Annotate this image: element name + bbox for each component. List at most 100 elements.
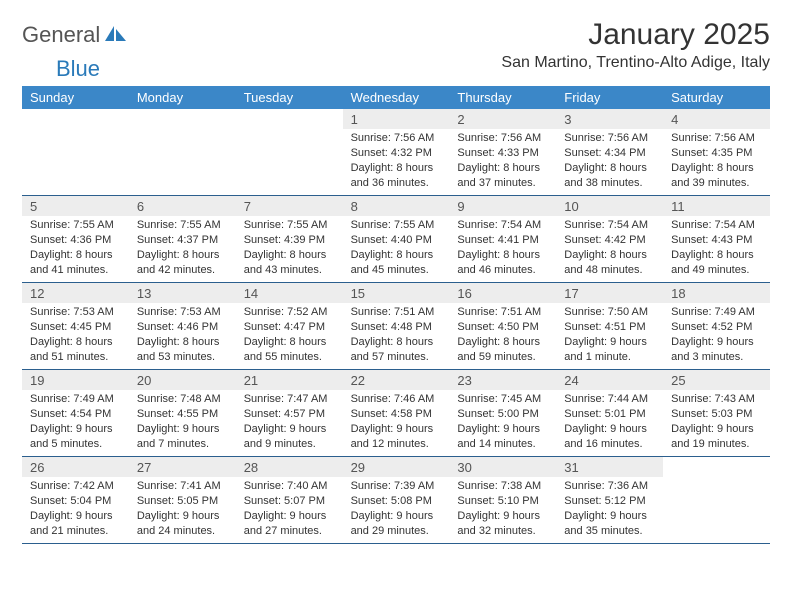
day-details: Sunrise: 7:53 AMSunset: 4:45 PMDaylight:… — [22, 303, 129, 368]
day-number: 25 — [663, 370, 770, 390]
day-number: 8 — [343, 196, 450, 216]
day-details: Sunrise: 7:54 AMSunset: 4:43 PMDaylight:… — [663, 216, 770, 281]
calendar-cell: 11Sunrise: 7:54 AMSunset: 4:43 PMDayligh… — [663, 196, 770, 282]
day-number: 11 — [663, 196, 770, 216]
day-number: 5 — [22, 196, 129, 216]
day-details: Sunrise: 7:46 AMSunset: 4:58 PMDaylight:… — [343, 390, 450, 455]
calendar-cell — [129, 109, 236, 195]
day-details: Sunrise: 7:55 AMSunset: 4:39 PMDaylight:… — [236, 216, 343, 281]
calendar-cell: 5Sunrise: 7:55 AMSunset: 4:36 PMDaylight… — [22, 196, 129, 282]
calendar-cell: 8Sunrise: 7:55 AMSunset: 4:40 PMDaylight… — [343, 196, 450, 282]
weekday-label: Saturday — [663, 86, 770, 109]
day-details: Sunrise: 7:53 AMSunset: 4:46 PMDaylight:… — [129, 303, 236, 368]
calendar-cell: 28Sunrise: 7:40 AMSunset: 5:07 PMDayligh… — [236, 457, 343, 543]
day-number: 16 — [449, 283, 556, 303]
calendar-cell: 30Sunrise: 7:38 AMSunset: 5:10 PMDayligh… — [449, 457, 556, 543]
calendar-week: 26Sunrise: 7:42 AMSunset: 5:04 PMDayligh… — [22, 457, 770, 544]
calendar-cell: 6Sunrise: 7:55 AMSunset: 4:37 PMDaylight… — [129, 196, 236, 282]
weekday-label: Tuesday — [236, 86, 343, 109]
day-details: Sunrise: 7:39 AMSunset: 5:08 PMDaylight:… — [343, 477, 450, 542]
day-details — [22, 114, 129, 120]
calendar-week: 5Sunrise: 7:55 AMSunset: 4:36 PMDaylight… — [22, 196, 770, 283]
calendar-body: 1Sunrise: 7:56 AMSunset: 4:32 PMDaylight… — [22, 109, 770, 544]
day-number: 20 — [129, 370, 236, 390]
weekday-label: Monday — [129, 86, 236, 109]
day-details: Sunrise: 7:51 AMSunset: 4:50 PMDaylight:… — [449, 303, 556, 368]
day-number: 18 — [663, 283, 770, 303]
day-number: 29 — [343, 457, 450, 477]
day-details: Sunrise: 7:38 AMSunset: 5:10 PMDaylight:… — [449, 477, 556, 542]
calendar-cell: 27Sunrise: 7:41 AMSunset: 5:05 PMDayligh… — [129, 457, 236, 543]
calendar-cell: 7Sunrise: 7:55 AMSunset: 4:39 PMDaylight… — [236, 196, 343, 282]
sails-icon — [105, 24, 127, 47]
day-number: 1 — [343, 109, 450, 129]
day-number: 26 — [22, 457, 129, 477]
weekday-label: Wednesday — [343, 86, 450, 109]
day-details: Sunrise: 7:51 AMSunset: 4:48 PMDaylight:… — [343, 303, 450, 368]
calendar-cell: 9Sunrise: 7:54 AMSunset: 4:41 PMDaylight… — [449, 196, 556, 282]
calendar-cell: 13Sunrise: 7:53 AMSunset: 4:46 PMDayligh… — [129, 283, 236, 369]
day-number: 14 — [236, 283, 343, 303]
calendar-week: 19Sunrise: 7:49 AMSunset: 4:54 PMDayligh… — [22, 370, 770, 457]
calendar-cell: 2Sunrise: 7:56 AMSunset: 4:33 PMDaylight… — [449, 109, 556, 195]
calendar-week: 12Sunrise: 7:53 AMSunset: 4:45 PMDayligh… — [22, 283, 770, 370]
day-number: 9 — [449, 196, 556, 216]
brand-logo: General — [22, 22, 129, 48]
day-details: Sunrise: 7:50 AMSunset: 4:51 PMDaylight:… — [556, 303, 663, 368]
day-number: 2 — [449, 109, 556, 129]
weekday-header: Sunday Monday Tuesday Wednesday Thursday… — [22, 86, 770, 109]
calendar-cell: 3Sunrise: 7:56 AMSunset: 4:34 PMDaylight… — [556, 109, 663, 195]
day-number: 4 — [663, 109, 770, 129]
day-number: 13 — [129, 283, 236, 303]
calendar-cell: 25Sunrise: 7:43 AMSunset: 5:03 PMDayligh… — [663, 370, 770, 456]
calendar-cell: 16Sunrise: 7:51 AMSunset: 4:50 PMDayligh… — [449, 283, 556, 369]
calendar-cell — [663, 457, 770, 543]
day-details: Sunrise: 7:54 AMSunset: 4:41 PMDaylight:… — [449, 216, 556, 281]
day-details: Sunrise: 7:45 AMSunset: 5:00 PMDaylight:… — [449, 390, 556, 455]
calendar-cell: 4Sunrise: 7:56 AMSunset: 4:35 PMDaylight… — [663, 109, 770, 195]
brand-text-2: Blue — [56, 56, 792, 82]
day-number: 12 — [22, 283, 129, 303]
calendar-cell: 21Sunrise: 7:47 AMSunset: 4:57 PMDayligh… — [236, 370, 343, 456]
calendar-cell — [22, 109, 129, 195]
weekday-label: Sunday — [22, 86, 129, 109]
calendar-cell: 31Sunrise: 7:36 AMSunset: 5:12 PMDayligh… — [556, 457, 663, 543]
weekday-label: Friday — [556, 86, 663, 109]
calendar-cell: 17Sunrise: 7:50 AMSunset: 4:51 PMDayligh… — [556, 283, 663, 369]
month-title: January 2025 — [501, 18, 770, 52]
calendar-cell: 19Sunrise: 7:49 AMSunset: 4:54 PMDayligh… — [22, 370, 129, 456]
calendar-cell: 10Sunrise: 7:54 AMSunset: 4:42 PMDayligh… — [556, 196, 663, 282]
day-details: Sunrise: 7:56 AMSunset: 4:32 PMDaylight:… — [343, 129, 450, 194]
day-number: 23 — [449, 370, 556, 390]
calendar-week: 1Sunrise: 7:56 AMSunset: 4:32 PMDaylight… — [22, 109, 770, 196]
calendar-cell: 26Sunrise: 7:42 AMSunset: 5:04 PMDayligh… — [22, 457, 129, 543]
calendar: Sunday Monday Tuesday Wednesday Thursday… — [22, 86, 770, 544]
calendar-cell: 24Sunrise: 7:44 AMSunset: 5:01 PMDayligh… — [556, 370, 663, 456]
calendar-cell: 20Sunrise: 7:48 AMSunset: 4:55 PMDayligh… — [129, 370, 236, 456]
day-number: 27 — [129, 457, 236, 477]
day-number: 7 — [236, 196, 343, 216]
calendar-cell: 1Sunrise: 7:56 AMSunset: 4:32 PMDaylight… — [343, 109, 450, 195]
calendar-cell: 18Sunrise: 7:49 AMSunset: 4:52 PMDayligh… — [663, 283, 770, 369]
day-number: 10 — [556, 196, 663, 216]
calendar-cell: 14Sunrise: 7:52 AMSunset: 4:47 PMDayligh… — [236, 283, 343, 369]
day-details: Sunrise: 7:44 AMSunset: 5:01 PMDaylight:… — [556, 390, 663, 455]
day-details: Sunrise: 7:47 AMSunset: 4:57 PMDaylight:… — [236, 390, 343, 455]
weekday-label: Thursday — [449, 86, 556, 109]
day-details: Sunrise: 7:36 AMSunset: 5:12 PMDaylight:… — [556, 477, 663, 542]
day-details — [129, 114, 236, 120]
day-details: Sunrise: 7:41 AMSunset: 5:05 PMDaylight:… — [129, 477, 236, 542]
day-number: 15 — [343, 283, 450, 303]
day-details — [663, 462, 770, 468]
day-number: 17 — [556, 283, 663, 303]
calendar-cell: 15Sunrise: 7:51 AMSunset: 4:48 PMDayligh… — [343, 283, 450, 369]
day-details: Sunrise: 7:55 AMSunset: 4:40 PMDaylight:… — [343, 216, 450, 281]
day-details: Sunrise: 7:54 AMSunset: 4:42 PMDaylight:… — [556, 216, 663, 281]
day-details: Sunrise: 7:55 AMSunset: 4:36 PMDaylight:… — [22, 216, 129, 281]
day-details: Sunrise: 7:40 AMSunset: 5:07 PMDaylight:… — [236, 477, 343, 542]
day-details: Sunrise: 7:52 AMSunset: 4:47 PMDaylight:… — [236, 303, 343, 368]
brand-text-1: General — [22, 22, 100, 48]
day-number: 19 — [22, 370, 129, 390]
calendar-cell: 12Sunrise: 7:53 AMSunset: 4:45 PMDayligh… — [22, 283, 129, 369]
day-number: 28 — [236, 457, 343, 477]
